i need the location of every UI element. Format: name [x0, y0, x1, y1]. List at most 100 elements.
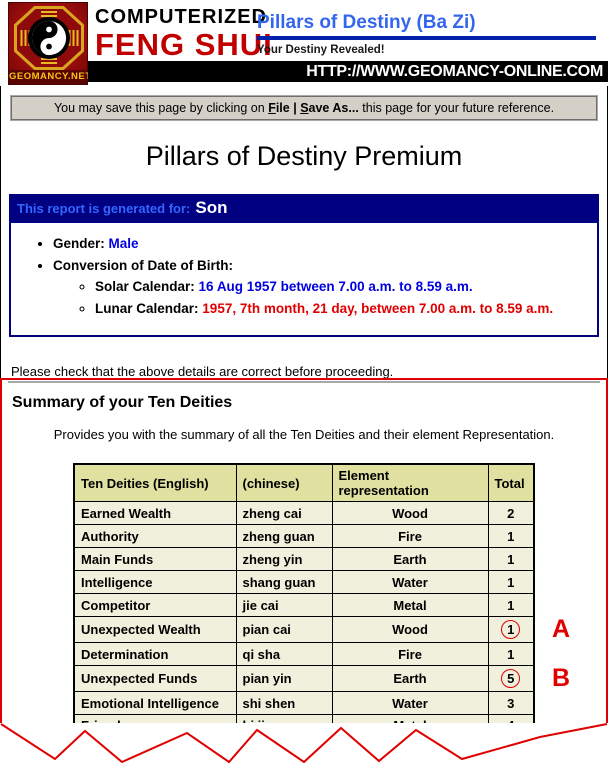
summary-heading: Summary of your Ten Deities [12, 394, 233, 411]
col-header-english: Ten Deities (English) [73, 463, 237, 502]
title-underline [257, 36, 596, 40]
page-title: Pillars of Destiny Premium [145, 141, 463, 171]
yinyang-icon [28, 17, 70, 59]
cell-english: Earned Wealth [73, 501, 237, 525]
brand-line-computerized: COMPUTERIZED [95, 6, 267, 28]
cell-chinese: zheng yin [235, 547, 333, 571]
torn-edge-zigzag [0, 723, 608, 764]
tagline: Your Destiny Revealed! [257, 44, 385, 56]
cell-chinese: pian yin [235, 665, 333, 692]
report-details-box: This report is generated for: Son Gender:… [9, 194, 599, 338]
col-header-element: Element representation [331, 463, 489, 502]
cell-element: Earth [331, 665, 489, 692]
cell-element: Fire [331, 524, 489, 548]
cell-english: Friend [73, 714, 237, 723]
table-row: Friendbi jianMetal 4 [73, 714, 535, 723]
gender-item: Gender: Male [53, 233, 587, 255]
table-row: Emotional Intelligence shi shen Water 3 [73, 691, 535, 715]
table-row: Intelligence shang guan Water 1 [73, 570, 535, 594]
brand-title: COMPUTERIZED FENG SHUI [95, 7, 273, 60]
trigram-icon [41, 54, 57, 65]
total-value: 1 [507, 646, 515, 662]
table-row: Authority zheng guan Fire 1 [73, 524, 535, 548]
table-row: Determination qi sha Fire 1 [73, 642, 535, 666]
geomancy-logo[interactable]: GEOMANCY.NET [8, 2, 92, 85]
solar-calendar-item: Solar Calendar: 16 Aug 1957 between 7.00… [95, 276, 587, 298]
cell-total: 1 [487, 547, 535, 571]
report-person-name: Son [195, 198, 228, 217]
cell-total: 1 [487, 593, 535, 617]
brand-line-fengshui: FENG SHUI [95, 27, 273, 62]
deities-table-body: Earned Wealth zheng cai Wood 2 Authority zhen… [73, 501, 535, 723]
col-header-total: Total [487, 463, 535, 502]
cell-chinese: zheng cai [235, 501, 333, 525]
total-value: 1 [507, 597, 515, 613]
cell-chinese: zheng guan [235, 524, 333, 548]
cell-element: Water [331, 691, 489, 715]
cell-english: Emotional Intelligence [73, 691, 237, 715]
site-url-banner: HTTP://WWW.GEOMANCY-ONLINE.COM [88, 61, 608, 82]
conversion-item: Conversion of Date of Birth: Solar Calen… [53, 255, 587, 320]
cell-chinese: jie cai [235, 593, 333, 617]
cell-total: 2 [487, 501, 535, 525]
cell-english: Unexpected Funds [73, 665, 237, 692]
product-title: Pillars of Destiny (Ba Zi) [257, 12, 476, 33]
gender-value: Male [108, 236, 139, 251]
summary-description: Provides you with the summary of all the… [53, 427, 555, 442]
trigram-icon [41, 11, 57, 22]
cell-chinese: qi sha [235, 642, 333, 666]
col-header-chinese: (chinese) [235, 463, 333, 502]
cell-english: Unexpected Wealth [73, 616, 237, 643]
cell-chinese: bi jian [235, 714, 333, 723]
cell-chinese: shi shen [235, 691, 333, 715]
total-value: 1 [507, 551, 515, 567]
table-row: Main Funds zheng yin Earth 1 [73, 547, 535, 571]
report-body: Gender: Male Conversion of Date of Birth… [9, 223, 599, 338]
lunar-calendar-value: 1957, 7th month, 21 day, between 7.00 a.… [202, 300, 554, 316]
deities-table: Ten Deities (English) (chinese) Element … [73, 463, 535, 723]
total-value: 4 [507, 718, 514, 723]
summary-section: Summary of your Ten Deities Provides you… [0, 378, 608, 723]
deities-table-zone: Ten Deities (English) (chinese) Element … [2, 463, 606, 723]
cell-element: Earth [331, 547, 489, 571]
cell-element: Fire [331, 642, 489, 666]
section-divider [8, 381, 600, 383]
circled-total-value: 5 [501, 669, 521, 688]
masthead: GEOMANCY.NET COMPUTERIZED FENG SHUI Pill… [0, 0, 608, 86]
cell-english: Intelligence [73, 570, 237, 594]
logo-label: GEOMANCY.NET [9, 70, 92, 84]
cell-element: Metal [331, 593, 489, 617]
cell-element: Water [331, 570, 489, 594]
report-intro-section: You may save this page by clicking on Fi… [0, 86, 608, 378]
total-value: 1 [507, 574, 515, 590]
table-row: Competitor jie cai Metal 1 [73, 593, 535, 617]
annotation-letter: A [552, 614, 571, 643]
total-value: 1 [507, 528, 515, 544]
report-header-label: This report is generated for: [17, 201, 191, 216]
cell-total: 4 [487, 714, 535, 723]
cell-english: Main Funds [73, 547, 237, 571]
cell-total: 3 [487, 691, 535, 715]
cell-total: 1 [487, 642, 535, 666]
cell-element: Metal [331, 714, 489, 723]
cell-english: Authority [73, 524, 237, 548]
cell-total: 1 [487, 616, 535, 643]
table-header-row: Ten Deities (English) (chinese) Element … [73, 463, 535, 502]
bagua-octagon-icon [14, 6, 84, 70]
cell-chinese: shang guan [235, 570, 333, 594]
annotation-letter: B [552, 663, 571, 692]
cell-chinese: pian cai [235, 616, 333, 643]
total-value: 2 [507, 505, 515, 521]
cell-element: Wood [331, 616, 489, 643]
report-header-bar: This report is generated for: Son [9, 194, 599, 223]
cell-total: 5 [487, 665, 535, 692]
table-row: Unexpected Wealth pian cai Wood 1 [73, 616, 535, 643]
save-instructions: You may save this page by clicking on Fi… [10, 95, 598, 121]
cell-total: 1 [487, 570, 535, 594]
solar-calendar-value: 16 Aug 1957 between 7.00 a.m. to 8.59 a.… [198, 279, 473, 295]
table-row: Earned Wealth zheng cai Wood 2 [73, 501, 535, 525]
circled-total-value: 1 [501, 620, 521, 639]
cell-english: Competitor [73, 593, 237, 617]
cell-english: Determination [73, 642, 237, 666]
